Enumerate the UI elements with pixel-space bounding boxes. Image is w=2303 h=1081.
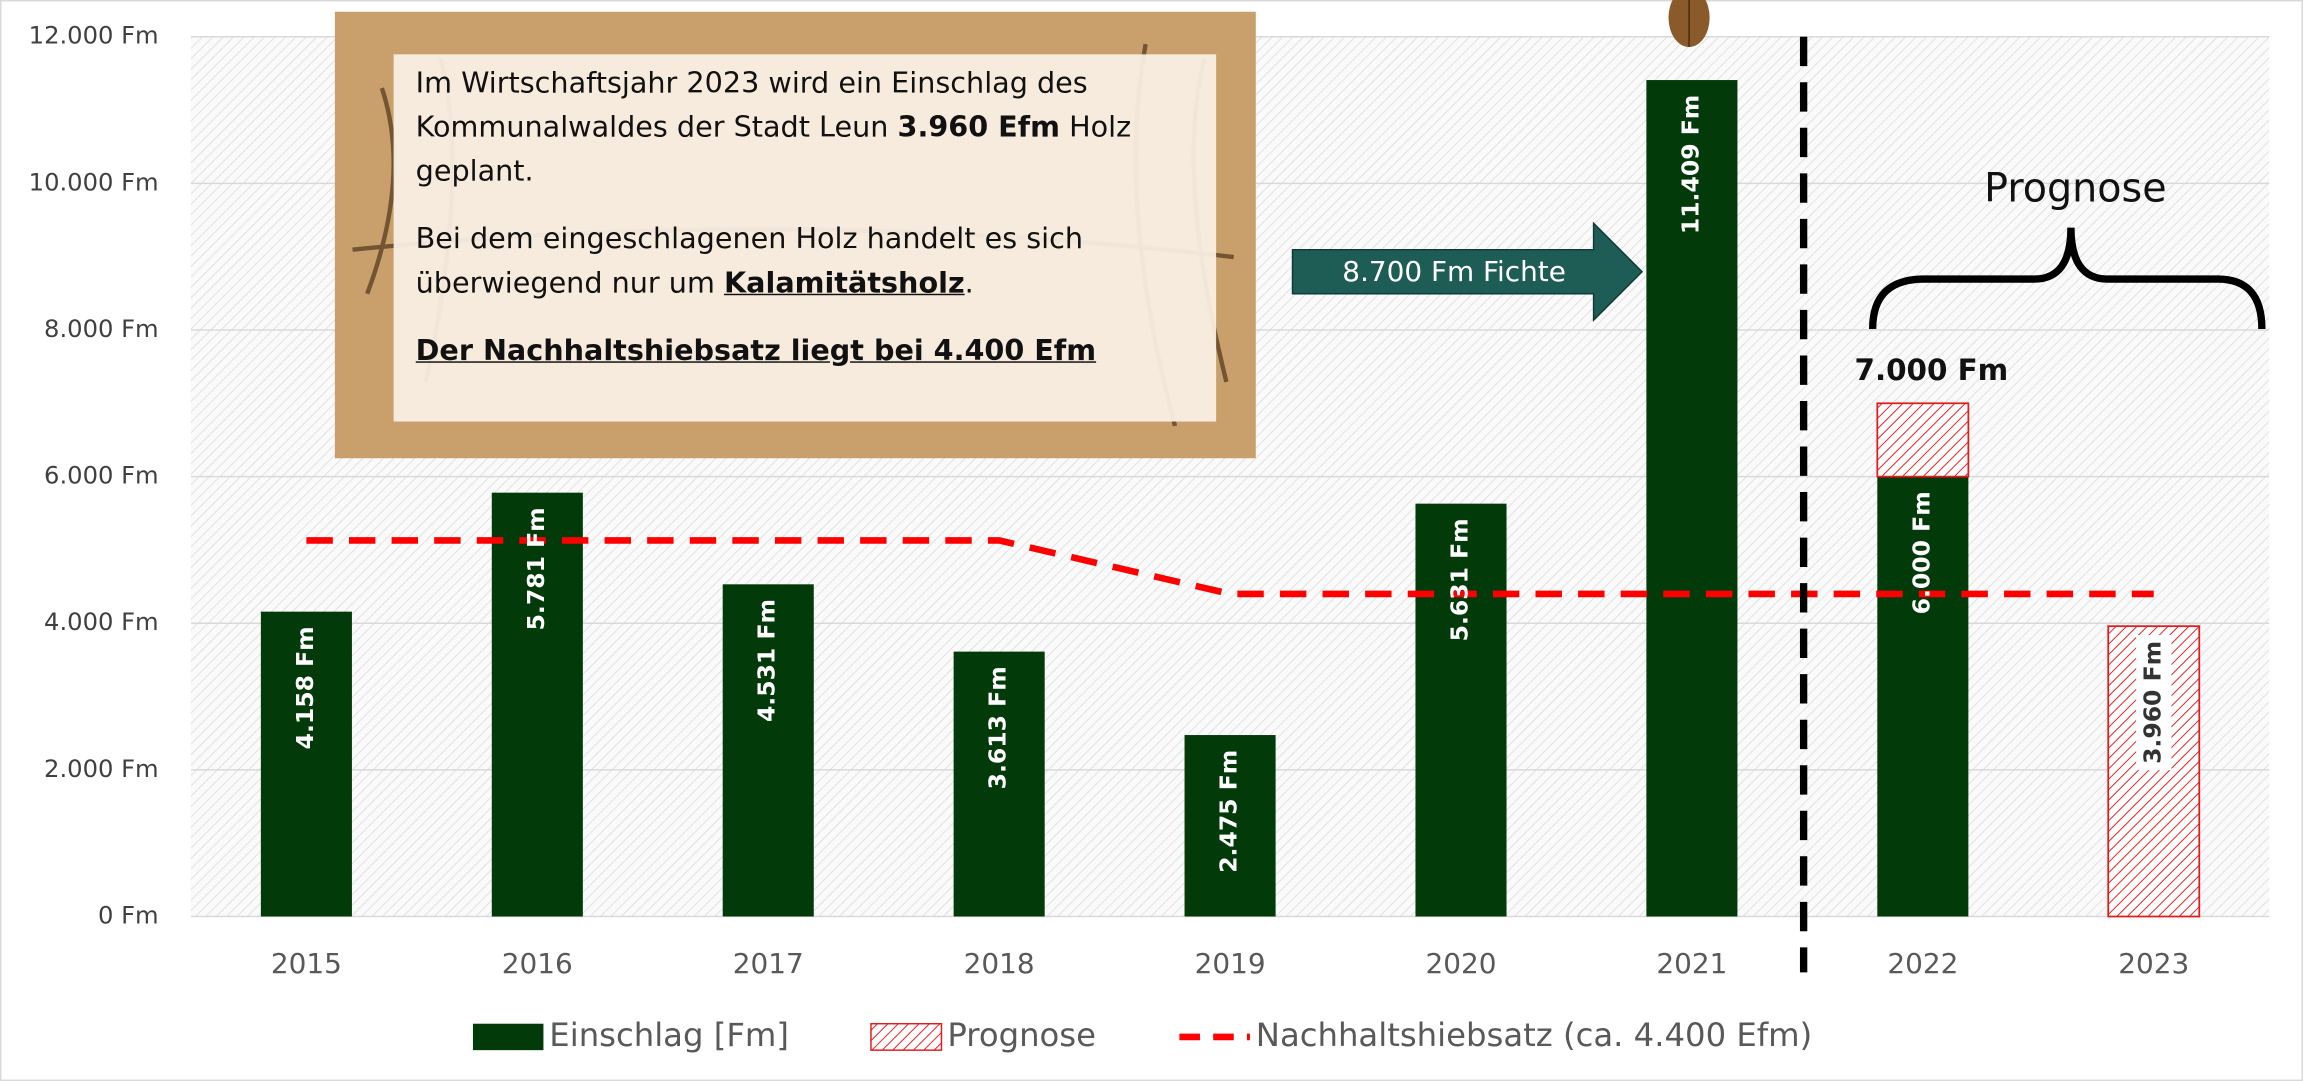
bar bbox=[953, 651, 1045, 917]
textbox-paragraph: Der Nachhaltshiebsatz liegt bei 4.400 Ef… bbox=[416, 329, 1209, 373]
bar bbox=[1184, 735, 1276, 917]
x-tick-label: 2022 bbox=[1887, 947, 1958, 980]
legend-label: Einschlag [Fm] bbox=[549, 1016, 789, 1054]
legend-swatch bbox=[472, 1023, 544, 1051]
value-label-bg bbox=[2136, 634, 2172, 771]
value-label: 2.475 Fm bbox=[1215, 750, 1243, 873]
textbox-paragraph: Bei dem eingeschlagenen Holz handelt es … bbox=[416, 217, 1209, 305]
value-label: 5.781 Fm bbox=[522, 507, 550, 630]
textbox-run: 3.960 Efm bbox=[897, 110, 1060, 144]
value-label-group: 3.960 Fm bbox=[2136, 634, 2172, 771]
value-label-group: 4.158 Fm bbox=[291, 626, 319, 749]
value-label-group: 4.531 Fm bbox=[753, 599, 781, 722]
x-tick-label: 2015 bbox=[271, 947, 342, 980]
x-tick-label: 2021 bbox=[1656, 947, 1727, 980]
value-label: 11.409 Fm bbox=[1676, 95, 1704, 234]
brace-label: Prognose bbox=[1984, 165, 2166, 211]
value-label: 3.960 Fm bbox=[2138, 641, 2166, 764]
textbox-bg bbox=[393, 54, 1217, 422]
value-label-group: 5.631 Fm bbox=[1445, 518, 1473, 641]
bar bbox=[1646, 80, 1738, 917]
arrow bbox=[1291, 221, 1644, 322]
legend-label: Prognose bbox=[947, 1016, 1096, 1054]
textbox-paragraph: Im Wirtschaftsjahr 2023 wird ein Einschl… bbox=[416, 62, 1209, 194]
y-tick-label: 2.000 Fm bbox=[44, 755, 159, 783]
arrow-label: 8.700 Fm Fichte bbox=[1342, 255, 1566, 288]
bar bbox=[1877, 476, 1969, 917]
textbox: Im Wirtschaftsjahr 2023 wird ein Einschl… bbox=[416, 62, 1209, 373]
value-label: 6.000 Fm bbox=[1907, 491, 1935, 614]
textbox-run: Kalamitätsholz bbox=[723, 265, 965, 300]
legend-label: Nachhaltshiebsatz (ca. 4.400 Efm) bbox=[1256, 1016, 1812, 1054]
value-label: 4.158 Fm bbox=[291, 626, 319, 749]
x-tick-label: 2018 bbox=[964, 947, 1035, 980]
x-tick-label: 2019 bbox=[1195, 947, 1266, 980]
textbox-run: Im Wirtschaftsjahr 2023 wird ein Einschl… bbox=[415, 66, 1088, 144]
y-tick-label: 6.000 Fm bbox=[44, 462, 159, 490]
bar bbox=[491, 492, 583, 917]
y-tick-label: 10.000 Fm bbox=[29, 168, 159, 196]
brace bbox=[1868, 227, 2266, 330]
line bbox=[306, 537, 2154, 598]
y-tick-label: 12.000 Fm bbox=[29, 22, 159, 50]
x-tick-label: 2016 bbox=[502, 947, 573, 980]
x-tick-label: 2023 bbox=[2118, 947, 2189, 980]
y-tick-label: 8.000 Fm bbox=[44, 315, 159, 343]
textbox-run: . bbox=[964, 265, 974, 300]
value-label-group: 6.000 Fm bbox=[1907, 491, 1935, 614]
textbox-text: Im Wirtschaftsjahr 2023 wird ein Einschl… bbox=[416, 62, 1209, 373]
legend-swatch bbox=[870, 1022, 943, 1051]
beetle-icon bbox=[1668, 0, 1710, 47]
total-label: 7.000 Fm bbox=[1855, 353, 2009, 387]
bar bbox=[1415, 503, 1507, 917]
value-label-group: 2.475 Fm bbox=[1215, 750, 1243, 873]
bar bbox=[722, 584, 814, 917]
textbox-run: Der Nachhaltshiebsatz liegt bei 4.400 Ef… bbox=[415, 333, 1097, 368]
x-tick-label: 2017 bbox=[733, 947, 804, 980]
x-tick-label: 2020 bbox=[1426, 947, 1497, 980]
prognose-bar bbox=[1876, 402, 1970, 478]
value-label-group: 11.409 Fm bbox=[1676, 95, 1704, 234]
y-tick-label: 0 Fm bbox=[98, 902, 159, 930]
value-label-group: 3.613 Fm bbox=[984, 666, 1012, 789]
value-label: 5.631 Fm bbox=[1445, 518, 1473, 641]
y-tick-label: 4.000 Fm bbox=[44, 608, 159, 636]
value-label: 3.613 Fm bbox=[984, 666, 1012, 789]
textbox-run: Holz geplant. bbox=[415, 110, 1132, 188]
value-label-group: 5.781 Fm bbox=[522, 507, 550, 630]
bar bbox=[260, 611, 352, 917]
textbox-run: Bei dem eingeschlagenen Holz handelt es … bbox=[415, 221, 1084, 300]
value-label: 4.531 Fm bbox=[753, 599, 781, 722]
